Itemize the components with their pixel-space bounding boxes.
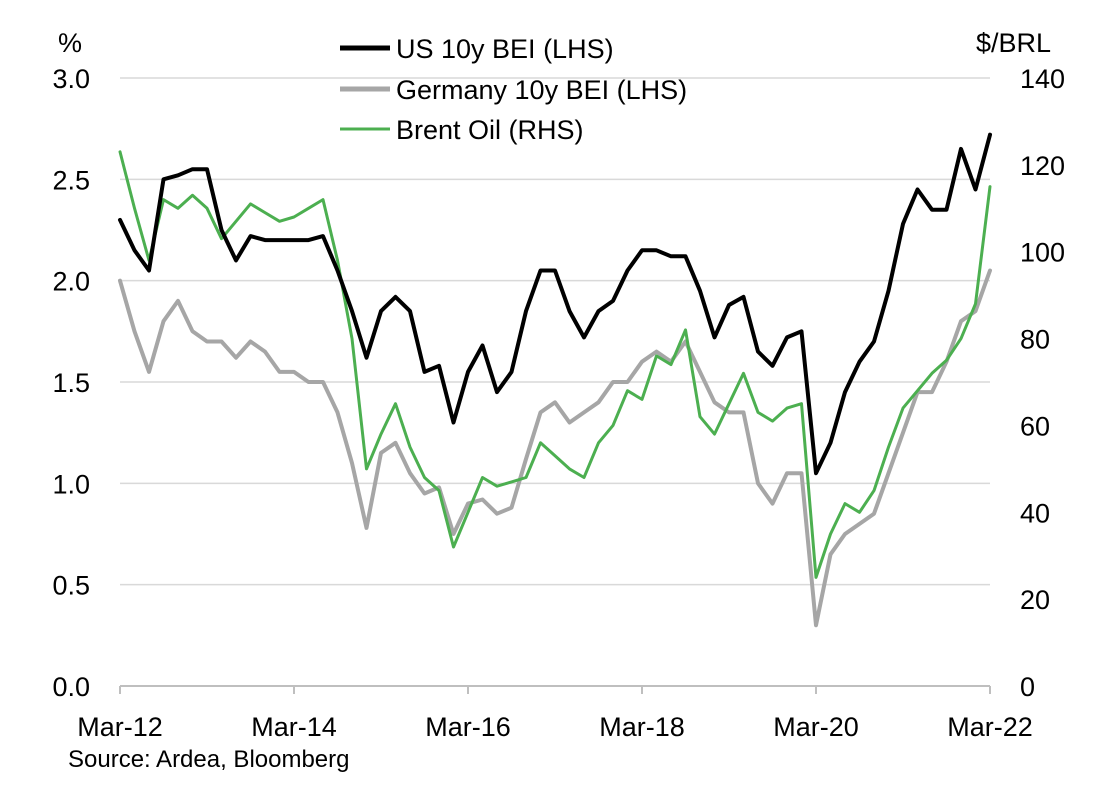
y-left-tick-label: 2.0 (52, 267, 90, 297)
legend-label-us-bei: US 10y BEI (LHS) (396, 34, 614, 64)
series-line-germany-bei (118, 268, 992, 628)
y-right-tick-label: 40 (1020, 498, 1050, 528)
x-tick-label: Mar-12 (77, 712, 163, 742)
y-right-tick-label: 0 (1020, 672, 1035, 702)
series-line-brent-oil (118, 150, 992, 579)
y-axis-left: 0.0 0.5 1.0 1.5 2.0 2.5 3.0 (52, 64, 90, 702)
legend-label-germany-bei: Germany 10y BEI (LHS) (396, 75, 687, 105)
x-tick-label: Mar-22 (947, 712, 1033, 742)
series-line-us-bei (118, 132, 992, 476)
y-right-tick-label: 20 (1020, 585, 1050, 615)
gridlines (120, 77, 990, 586)
y-left-tick-label: 0.0 (52, 672, 90, 702)
y-left-tick-label: 3.0 (52, 64, 90, 94)
x-tick-label: Mar-18 (599, 712, 685, 742)
y-left-tick-label: 1.0 (52, 469, 90, 499)
y-right-unit: $/BRL (976, 28, 1051, 58)
y-left-tick-label: 2.5 (52, 165, 90, 195)
y-left-unit: % (58, 28, 82, 58)
x-axis (119, 685, 991, 694)
y-right-tick-label: 120 (1020, 151, 1065, 181)
series-lines (118, 132, 992, 628)
legend: US 10y BEI (LHS) Germany 10y BEI (LHS) B… (340, 34, 687, 145)
source-note: Source: Ardea, Bloomberg (68, 746, 350, 773)
x-tick-label: Mar-20 (773, 712, 859, 742)
y-axis-right: 0 20 40 60 80 100 120 140 (1020, 64, 1065, 702)
y-right-tick-label: 100 (1020, 238, 1065, 268)
y-right-tick-label: 60 (1020, 411, 1050, 441)
x-tick-label: Mar-16 (425, 712, 511, 742)
y-right-tick-label: 80 (1020, 325, 1050, 355)
y-left-tick-label: 0.5 (52, 571, 90, 601)
legend-label-brent-oil: Brent Oil (RHS) (396, 115, 584, 145)
y-left-tick-label: 1.5 (52, 368, 90, 398)
x-tick-labels: Mar-12 Mar-14 Mar-16 Mar-18 Mar-20 Mar-22 (77, 712, 1033, 742)
x-tick-label: Mar-14 (251, 712, 337, 742)
y-right-tick-label: 140 (1020, 64, 1065, 94)
